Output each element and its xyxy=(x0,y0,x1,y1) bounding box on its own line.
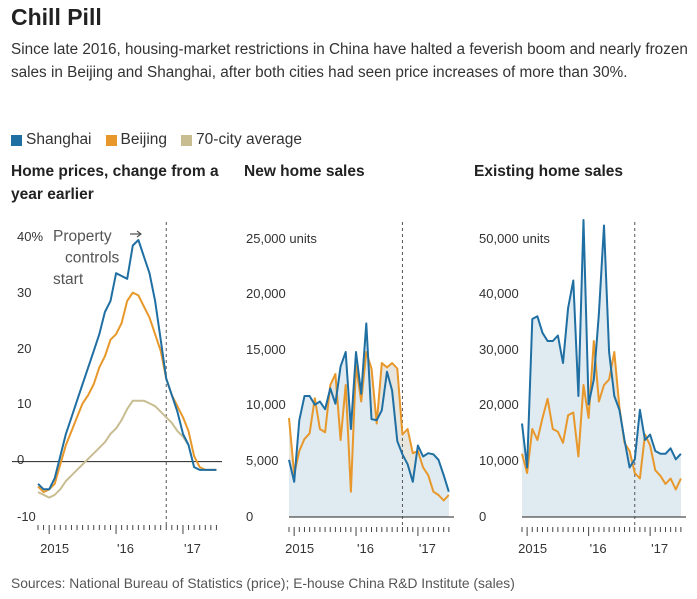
legend-item-beijing: Beijing xyxy=(105,131,168,149)
x-tick-label: '17 xyxy=(184,541,201,556)
legend-item-shanghai: Shanghai xyxy=(11,131,92,149)
panel-title-home-prices: Home prices, change from a year earlier xyxy=(11,163,219,203)
panel-title-existing-home-sales: Existing home sales xyxy=(474,163,624,180)
y-tick-label: 5,000 xyxy=(246,453,279,468)
x-tick-label: '16 xyxy=(590,541,607,556)
x-tick-label: 2015 xyxy=(518,541,547,556)
x-tick-label: 2015 xyxy=(285,541,314,556)
y-tick-label: 10,000 xyxy=(479,453,519,468)
legend-item-70-city-average: 70-city average xyxy=(181,131,302,149)
y-tick-label: 40,000 xyxy=(479,286,519,301)
x-tick-label: '16 xyxy=(357,541,374,556)
legend-swatch-70-city-average xyxy=(181,134,193,146)
y-tick-label: 10 xyxy=(17,396,31,411)
y-tick-label: 0 xyxy=(479,509,486,524)
panel-0: 40% 30 20 10 0 -10 2015 '16 '17 Property controls s… xyxy=(12,222,222,556)
y-tick-label: 20,000 xyxy=(479,397,519,412)
y-tick-label: 25,000 units xyxy=(246,231,317,246)
panel-2: 50,000 units 40,000 30,000 20,000 10,000 0 201… xyxy=(479,219,686,556)
x-tick-label: '17 xyxy=(419,541,436,556)
source-note: Sources: National Bureau of Statistics (… xyxy=(11,576,515,591)
area-shanghai xyxy=(289,323,449,517)
series-line-shanghai xyxy=(37,239,217,491)
x-tick-label: '17 xyxy=(651,541,668,556)
y-tick-label: 30 xyxy=(17,285,31,300)
chart-title: Chill Pill xyxy=(11,4,102,30)
chart-subtitle: Since late 2016, housing-market restrict… xyxy=(11,41,688,81)
y-tick-label: 20 xyxy=(17,341,31,356)
y-tick-label: 20,000 xyxy=(246,286,286,301)
y-tick-label: 30,000 xyxy=(479,342,519,357)
y-tick-label: 0 xyxy=(17,452,24,467)
series-line-beijing xyxy=(521,340,682,491)
legend-label-beijing: Beijing xyxy=(120,131,168,148)
series-line-shanghai xyxy=(288,322,450,492)
y-tick-label: 15,000 xyxy=(246,342,286,357)
series-line-beijing xyxy=(37,291,217,494)
y-tick-label: 50,000 units xyxy=(479,231,550,246)
area-shanghai xyxy=(522,220,681,517)
y-tick-label: 10,000 xyxy=(246,397,286,412)
property-controls-annotation: Property controls start xyxy=(53,228,120,288)
panel-title-new-home-sales: New home sales xyxy=(244,163,365,180)
legend-label-shanghai: Shanghai xyxy=(26,131,92,148)
y-tick-label: 40% xyxy=(17,229,43,244)
y-tick-label: 0 xyxy=(246,509,253,524)
y-tick-label: -10 xyxy=(17,509,36,524)
x-tick-label: '16 xyxy=(117,541,134,556)
legend-swatch-beijing xyxy=(105,134,117,146)
series-line-70-city-average xyxy=(37,399,190,499)
panel-1: 25,000 units 20,000 15,000 10,000 5,000 0 2015… xyxy=(246,222,454,556)
x-tick-label: 2015 xyxy=(40,541,69,556)
legend-label-70-city-average: 70-city average xyxy=(196,131,303,148)
series-line-shanghai xyxy=(521,219,682,469)
legend-swatch-shanghai xyxy=(11,134,22,146)
annotation-arrow xyxy=(130,230,142,238)
legend: Shanghai Beijing 70-city average xyxy=(11,131,302,149)
